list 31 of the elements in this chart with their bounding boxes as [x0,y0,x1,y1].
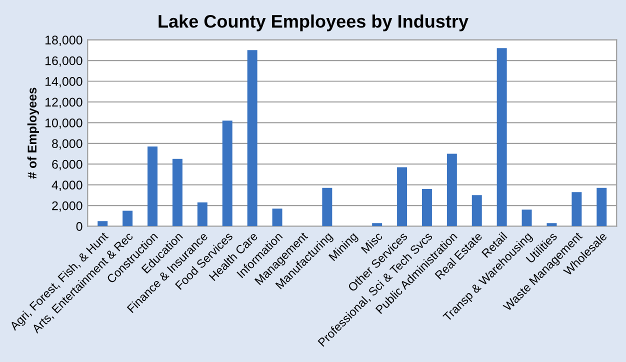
bar [197,202,208,226]
bar [272,208,282,226]
bar [322,188,332,226]
bar [596,188,607,226]
bar [572,192,582,226]
y-tick-label: 14,000 [46,77,82,88]
bar [122,210,133,226]
bar [472,195,482,226]
bar [422,188,432,226]
y-tick-label: 8,000 [52,139,82,150]
bar [397,167,408,226]
y-tick-label: 4,000 [52,180,82,191]
bar [98,221,108,226]
y-axis-title: # of Employees [27,88,39,179]
bar [372,223,382,226]
y-tick-label: 0 [76,222,82,231]
bar [446,154,457,226]
bar [148,146,158,226]
y-tick-label: 10,000 [46,118,82,129]
bar [172,158,182,226]
chart-title: Lake County Employees by Industry [158,14,468,32]
y-tick-label: 2,000 [52,201,82,212]
bar [546,223,557,226]
bar [247,50,258,226]
y-tick-label: 18,000 [46,36,82,46]
y-tick-label: 12,000 [46,98,82,108]
bar [222,120,232,226]
bar [496,48,507,226]
y-tick-label: 16,000 [46,56,82,67]
bar [522,210,532,226]
y-tick-label: 6,000 [52,160,82,170]
